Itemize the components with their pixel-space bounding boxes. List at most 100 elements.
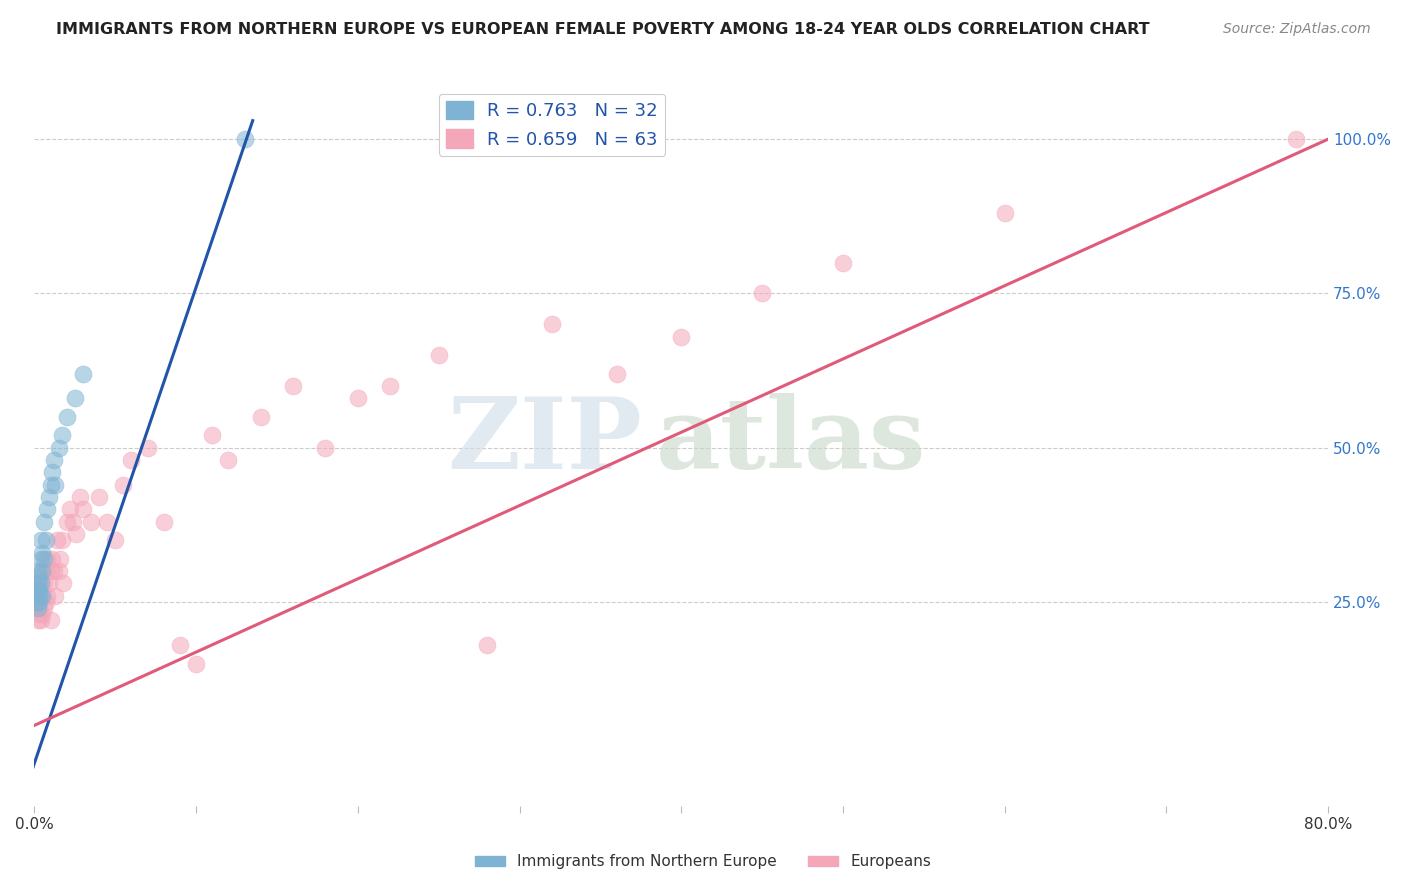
Point <box>152 515 174 529</box>
Point <box>27 595 49 609</box>
Point <box>1285 132 1308 146</box>
Point <box>30 576 52 591</box>
Point <box>35 564 58 578</box>
Point <box>32 551 55 566</box>
Point <box>44 477 66 491</box>
Point <box>28 570 51 584</box>
Point <box>25 595 48 609</box>
Point <box>32 515 55 529</box>
Text: IMMIGRANTS FROM NORTHERN EUROPE VS EUROPEAN FEMALE POVERTY AMONG 18-24 YEAR OLDS: IMMIGRANTS FROM NORTHERN EUROPE VS EUROP… <box>56 22 1150 37</box>
Point <box>31 607 53 622</box>
Point <box>249 409 271 424</box>
Point <box>27 614 49 628</box>
Legend: Immigrants from Northern Europe, Europeans: Immigrants from Northern Europe, Europea… <box>468 848 938 875</box>
Point <box>671 329 693 343</box>
Point <box>378 379 401 393</box>
Point <box>62 515 84 529</box>
Text: atlas: atlas <box>655 393 925 490</box>
Point <box>41 551 63 566</box>
Point <box>751 286 773 301</box>
Point <box>27 582 49 597</box>
Point <box>39 477 62 491</box>
Point <box>38 576 60 591</box>
Point <box>28 595 51 609</box>
Point <box>39 614 62 628</box>
Point <box>25 601 48 615</box>
Point <box>49 551 72 566</box>
Point <box>37 551 59 566</box>
Point <box>44 589 66 603</box>
Point <box>31 564 53 578</box>
Point <box>48 441 70 455</box>
Point <box>27 601 49 615</box>
Point <box>42 564 65 578</box>
Point <box>48 564 70 578</box>
Point <box>72 367 94 381</box>
Point <box>55 515 77 529</box>
Point <box>96 515 118 529</box>
Point <box>35 533 58 548</box>
Point <box>112 477 135 491</box>
Point <box>477 638 499 652</box>
Point <box>28 576 51 591</box>
Point <box>346 392 368 406</box>
Point <box>606 367 628 381</box>
Point <box>31 545 53 559</box>
Point <box>55 409 77 424</box>
Point <box>169 638 191 652</box>
Point <box>31 589 53 603</box>
Point <box>994 206 1017 220</box>
Point <box>120 453 142 467</box>
Point <box>51 428 73 442</box>
Point <box>37 589 59 603</box>
Point <box>63 392 86 406</box>
Point <box>25 589 48 603</box>
Point <box>201 428 224 442</box>
Point <box>37 502 59 516</box>
Point <box>51 533 73 548</box>
Point <box>136 441 159 455</box>
Point <box>32 601 55 615</box>
Point <box>65 527 87 541</box>
Point <box>80 515 103 529</box>
Point <box>28 595 51 609</box>
Point <box>217 453 239 467</box>
Point <box>31 564 53 578</box>
Point <box>25 589 48 603</box>
Point <box>39 564 62 578</box>
Point <box>72 502 94 516</box>
Point <box>41 466 63 480</box>
Point <box>46 533 69 548</box>
Point <box>184 657 207 671</box>
Point <box>27 582 49 597</box>
Point <box>35 595 58 609</box>
Point <box>427 348 450 362</box>
Point <box>30 614 52 628</box>
Point <box>52 576 75 591</box>
Point <box>30 533 52 548</box>
Point <box>28 582 51 597</box>
Point <box>28 607 51 622</box>
Point <box>31 589 53 603</box>
Point <box>27 564 49 578</box>
Point <box>314 441 336 455</box>
Point <box>30 589 52 603</box>
Point <box>832 255 855 269</box>
Point <box>25 582 48 597</box>
Point <box>30 576 52 591</box>
Point <box>541 318 564 332</box>
Legend: R = 0.763   N = 32, R = 0.659   N = 63: R = 0.763 N = 32, R = 0.659 N = 63 <box>439 94 665 156</box>
Point <box>69 490 91 504</box>
Point <box>233 132 256 146</box>
Point <box>28 589 51 603</box>
Point <box>87 490 110 504</box>
Point <box>59 502 82 516</box>
Point <box>30 551 52 566</box>
Point <box>32 576 55 591</box>
Text: ZIP: ZIP <box>447 393 643 490</box>
Point <box>104 533 127 548</box>
Point <box>42 453 65 467</box>
Point <box>38 490 60 504</box>
Text: Source: ZipAtlas.com: Source: ZipAtlas.com <box>1223 22 1371 37</box>
Point <box>27 576 49 591</box>
